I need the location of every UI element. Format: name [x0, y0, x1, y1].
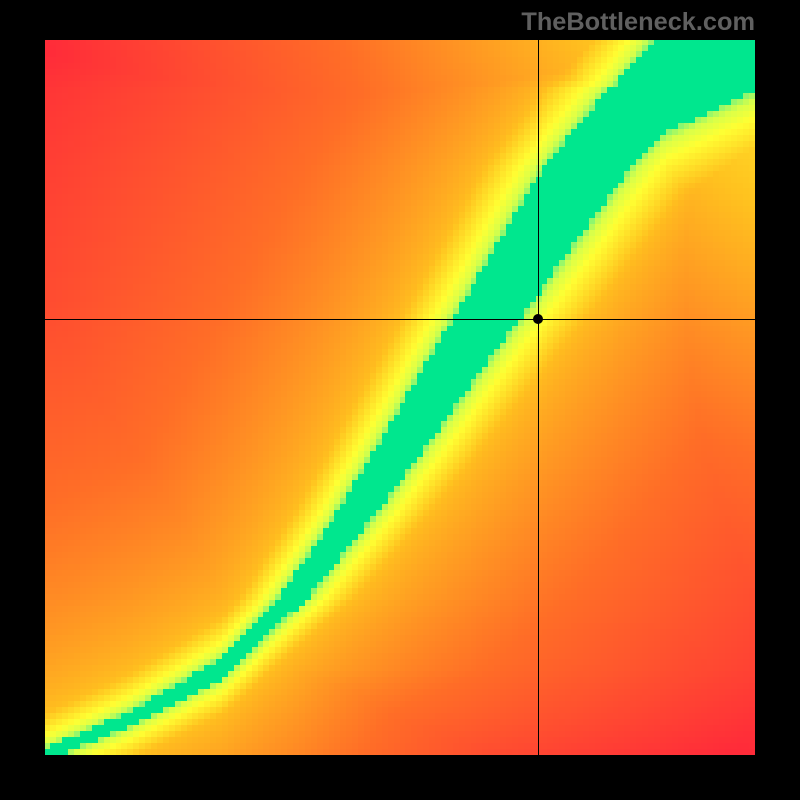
crosshair-horizontal — [45, 319, 755, 320]
watermark-text: TheBottleneck.com — [521, 8, 755, 37]
crosshair-marker — [533, 314, 543, 324]
bottleneck-heatmap — [45, 40, 755, 755]
crosshair-vertical — [538, 40, 539, 755]
